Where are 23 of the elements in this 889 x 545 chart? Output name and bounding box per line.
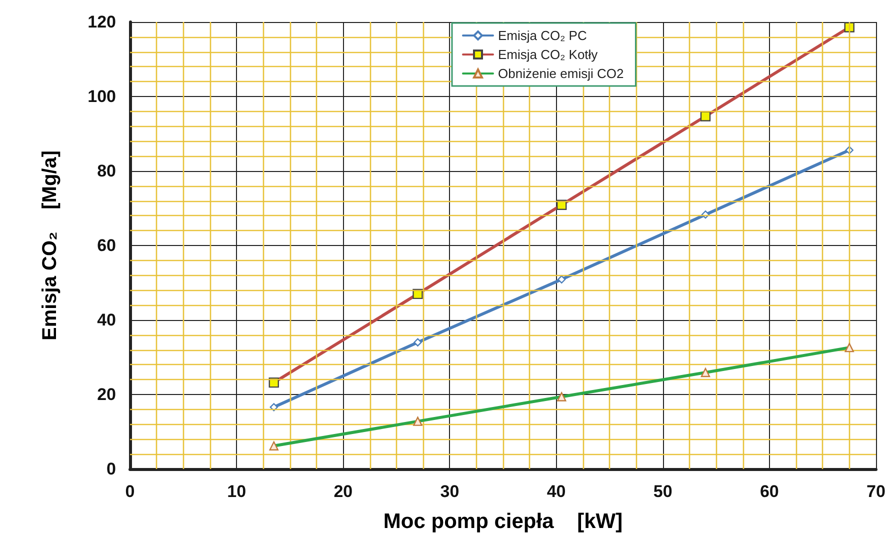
x-tick-label: 0 xyxy=(125,482,135,501)
x-tick-label: 30 xyxy=(440,482,460,501)
legend-label: Emisja CO₂ PC xyxy=(498,28,587,43)
point xyxy=(414,338,422,346)
y-tick-label: 100 xyxy=(88,87,116,106)
y-axis-title: Emisja CO₂ [Mg/a] xyxy=(39,150,61,341)
point xyxy=(558,275,566,284)
y-tick-label: 0 xyxy=(106,460,116,478)
x-axis-title: Moc pomp ciepła [kW] xyxy=(383,510,623,533)
x-tick-label: 60 xyxy=(760,482,779,501)
x-tick-label: 70 xyxy=(866,482,886,501)
x-tick-label: 40 xyxy=(546,482,566,501)
x-tick-label: 50 xyxy=(653,482,672,501)
y-tick-label: 80 xyxy=(97,162,116,180)
legend-label: Emisja CO₂ Kotły xyxy=(498,47,598,62)
y-tick-label: 20 xyxy=(97,385,116,404)
x-tick-label: 20 xyxy=(334,482,353,501)
y-tick-label: 40 xyxy=(97,310,116,330)
legend-label: Obniżenie emisji CO2 xyxy=(498,66,624,81)
point xyxy=(270,403,278,412)
y-tick-label: 60 xyxy=(97,236,116,255)
x-tick-label: 10 xyxy=(227,482,246,501)
y-tick-label: 120 xyxy=(88,12,116,32)
